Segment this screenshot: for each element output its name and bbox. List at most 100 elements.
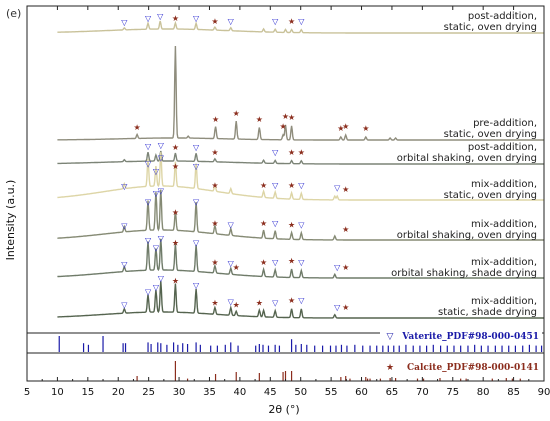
calcite-marker: ★ — [279, 122, 286, 131]
series-label-1: post-addition, static, oven drying — [444, 11, 537, 33]
calcite-marker: ★ — [211, 148, 218, 157]
panel-label: (e) — [6, 7, 21, 20]
calcite-marker: ★ — [288, 113, 295, 122]
x-tick-label: 25 — [142, 387, 155, 398]
vaterite-marker: ▽ — [121, 182, 128, 191]
vaterite-marker: ▽ — [334, 263, 341, 272]
series-label-line: static, oven drying — [444, 129, 537, 140]
calcite-marker: ★ — [212, 115, 219, 124]
x-axis-label: 2θ (°) — [268, 403, 299, 416]
x-tick-label: 55 — [325, 387, 338, 398]
reference-symbol: ▽ — [387, 332, 394, 342]
vaterite-marker: ▽ — [193, 239, 200, 248]
reference-legend-bg — [380, 361, 542, 373]
calcite-marker: ★ — [288, 296, 295, 305]
vaterite-marker: ▽ — [158, 153, 165, 162]
vaterite-marker: ▽ — [272, 219, 279, 228]
calcite-marker: ★ — [342, 122, 349, 131]
calcite-marker: ★ — [288, 220, 295, 229]
calcite-marker: ★ — [337, 124, 344, 133]
series-label-line: orbital shaking, oven drying — [397, 153, 537, 164]
reference-legend-bg — [380, 330, 542, 342]
vaterite-marker: ▽ — [153, 189, 160, 198]
vaterite-marker: ▽ — [298, 296, 305, 305]
x-tick-label: 35 — [203, 387, 216, 398]
vaterite-marker: ▽ — [272, 258, 279, 267]
vaterite-marker: ▽ — [193, 162, 200, 171]
vaterite-marker: ▽ — [228, 297, 235, 306]
series-label-line: mix-addition, — [471, 257, 537, 268]
xrd-trace-3 — [57, 150, 544, 165]
calcite-marker: ★ — [211, 181, 218, 190]
vaterite-marker: ▽ — [153, 167, 160, 176]
vaterite-marker: ▽ — [334, 303, 341, 312]
vaterite-marker: ▽ — [272, 181, 279, 190]
series-label-line: static, shade drying — [438, 307, 537, 318]
vaterite-marker: ▽ — [145, 142, 152, 151]
calcite-marker: ★ — [211, 258, 218, 267]
calcite-marker: ★ — [288, 181, 295, 190]
calcite-marker: ★ — [260, 258, 267, 267]
reference-symbol: ★ — [386, 363, 394, 373]
series-traces: ▽ ▽ ▽ ▽ ▽ ▽ ▽★ ★ ★★★★★★★★★★ ★▽ ▽ ▽▽★★ ★ ★▽▽▽▽▽▽ ▽ ▽★★ ★ ★… — [57, 12, 544, 319]
series-label-line: static, oven drying — [444, 22, 537, 33]
vaterite-marker: ▽ — [158, 234, 165, 243]
calcite-marker: ★ — [172, 14, 179, 23]
calcite-marker: ★ — [211, 219, 218, 228]
calcite-marker: ★ — [288, 148, 295, 157]
calcite-marker: ★ — [211, 17, 218, 26]
x-tick-label: 20 — [112, 387, 125, 398]
vaterite-marker: ▽ — [157, 12, 164, 21]
axes: 5 10 15 20 25 30 35 40 45 50 55 60 65 70 75 80 85 90 — [24, 5, 550, 398]
vaterite-marker: ▽ — [298, 220, 305, 229]
series-label-line: mix-addition, — [471, 179, 537, 190]
series-label-7: mix-addition, static, shade drying — [438, 296, 537, 318]
vaterite-marker: ▽ — [121, 18, 128, 27]
vaterite-marker: ▽ — [193, 281, 200, 290]
calcite-marker: ★ — [233, 301, 240, 310]
vaterite-marker: ▽ — [193, 197, 200, 206]
series-label-6: mix-addition, orbital shaking, shade dryi… — [391, 257, 537, 279]
xrd-trace-1 — [57, 20, 544, 34]
xrd-trace-4 — [57, 152, 544, 201]
vaterite-marker: ▽ — [121, 222, 128, 231]
series-label-5: mix-addition, orbital shaking, oven dryin… — [397, 219, 537, 241]
series-label-4: mix-addition, static, oven drying — [444, 179, 537, 201]
vaterite-marker: ▽ — [145, 197, 152, 206]
vaterite-marker: ▽ — [272, 148, 279, 157]
x-tick-label: 45 — [264, 387, 277, 398]
x-tick-label: 70 — [416, 387, 429, 398]
reference-name: Calcite_PDF#98-000-0141 — [407, 363, 539, 373]
xrd-trace-2 — [57, 45, 544, 141]
x-tick-label: 30 — [173, 387, 186, 398]
calcite-marker: ★ — [288, 257, 295, 266]
vaterite-marker: ▽ — [121, 301, 128, 310]
calcite-marker: ★ — [172, 143, 179, 152]
vaterite-marker: ▽ — [272, 17, 279, 26]
vaterite-marker: ▽ — [228, 17, 235, 26]
vaterite-marker: ▽ — [158, 187, 165, 196]
xrd-trace-6 — [57, 238, 544, 279]
calcite-marker: ★ — [256, 115, 263, 124]
series-label-line: mix-addition, — [471, 219, 537, 230]
calcite-marker: ★ — [172, 208, 179, 217]
series-label-3: post-addition, orbital shaking, oven dryi… — [397, 142, 537, 164]
calcite-marker: ★ — [233, 109, 240, 118]
calcite-marker: ★ — [260, 181, 267, 190]
calcite-marker: ★ — [211, 298, 218, 307]
x-tick-label: 50 — [294, 387, 307, 398]
vaterite-marker: ▽ — [153, 283, 160, 292]
vaterite-marker: ▽ — [145, 236, 152, 245]
reference-name: Vaterite_PDF#98-000-0451 — [401, 332, 539, 342]
calcite-marker: ★ — [298, 148, 305, 157]
calcite-marker: ★ — [172, 239, 179, 248]
vaterite-marker: ▽ — [145, 160, 152, 169]
calcite-marker: ★ — [342, 185, 349, 194]
series-labels: post-addition, static, oven drying pre-add… — [391, 11, 537, 318]
reference-patterns: ▽ Vaterite_PDF#98-000-0451 ★ Calcite_PDF#98… — [27, 330, 544, 381]
series-label-line: pre-addition, — [473, 118, 537, 129]
calcite-marker: ★ — [260, 219, 267, 228]
vaterite-marker: ▽ — [145, 287, 152, 296]
calcite-marker: ★ — [362, 124, 369, 133]
